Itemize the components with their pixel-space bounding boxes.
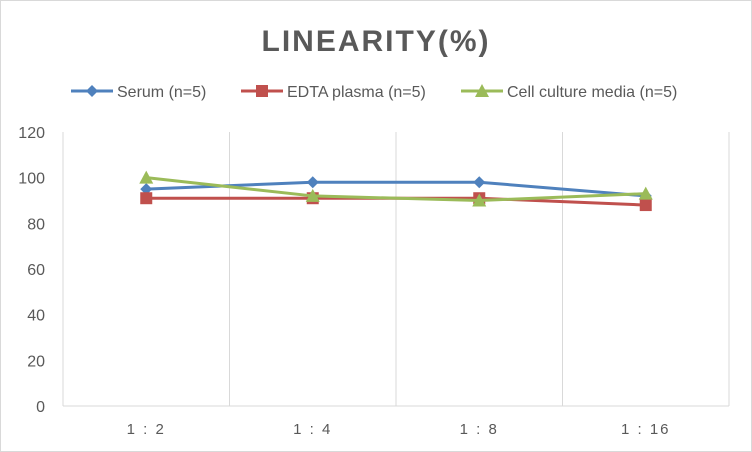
legend-label: Cell culture media (n=5) — [507, 84, 677, 101]
y-tick-label: 80 — [27, 216, 45, 233]
data-point — [140, 183, 153, 196]
data-point — [639, 199, 652, 212]
y-tick-label: 120 — [18, 125, 45, 142]
legend-marker — [256, 85, 268, 97]
y-tick-label: 0 — [36, 399, 45, 416]
data-point — [305, 188, 320, 202]
chart-title: LINEARITY(%) — [262, 25, 491, 58]
legend-label: Serum (n=5) — [117, 84, 206, 101]
series-line-2 — [146, 176, 646, 203]
data-point — [140, 192, 153, 205]
data-point — [473, 176, 486, 189]
data-point — [139, 170, 154, 184]
y-tick-label: 60 — [27, 262, 45, 279]
x-tick-label: 1 : 8 — [460, 421, 499, 438]
legend-marker — [475, 84, 489, 97]
legend-label: EDTA plasma (n=5) — [287, 84, 426, 101]
data-point — [472, 193, 487, 207]
x-tick-label: 1 : 4 — [293, 421, 332, 438]
y-tick-label: 20 — [27, 353, 45, 370]
data-point — [638, 186, 653, 200]
y-tick-label: 100 — [18, 171, 45, 188]
y-tick-label: 40 — [27, 308, 45, 325]
legend-marker — [86, 85, 98, 97]
x-tick-label: 1 : 2 — [127, 421, 166, 438]
data-point — [306, 176, 319, 189]
x-tick-label: 1 : 16 — [621, 421, 671, 438]
